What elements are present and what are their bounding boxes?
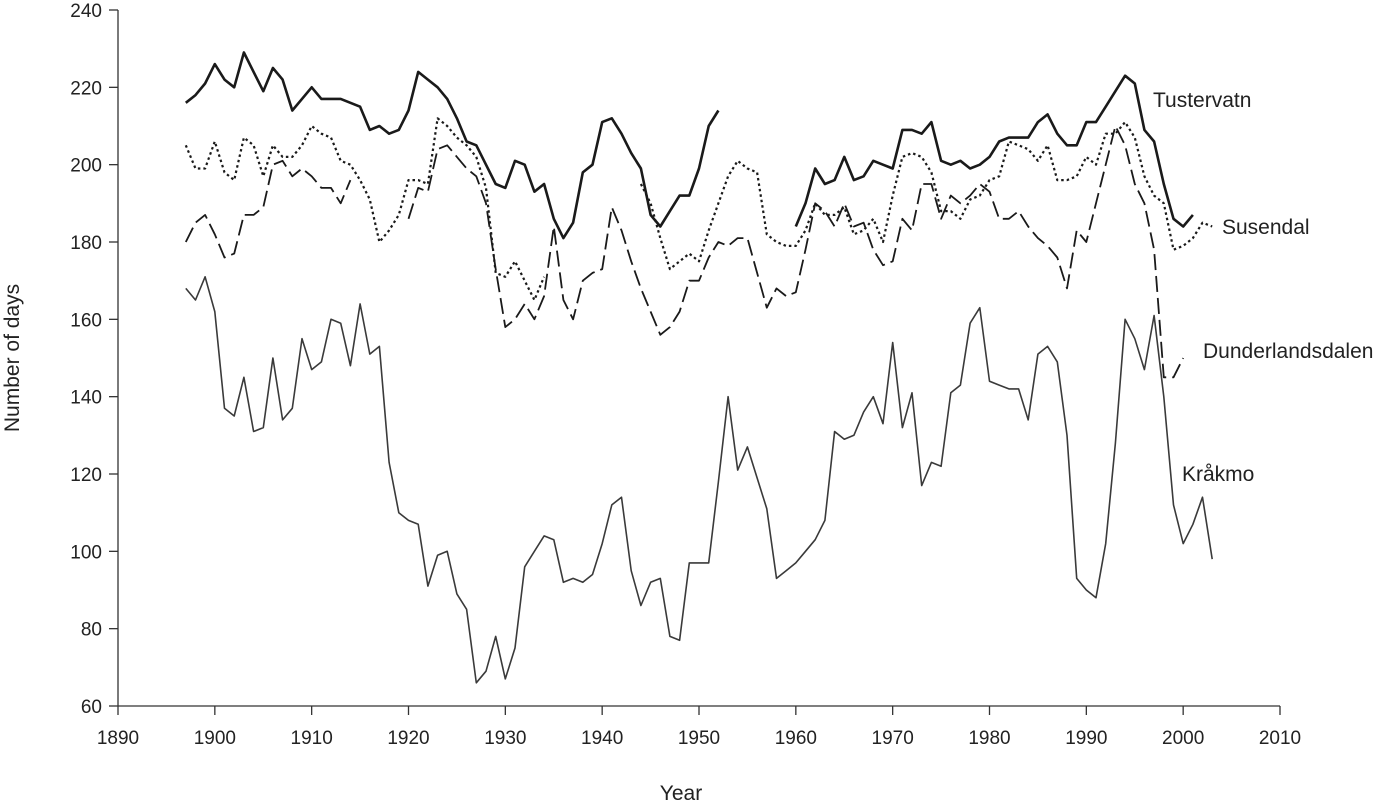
y-tick-label: 160 bbox=[70, 310, 102, 331]
series-line-segment bbox=[184, 51, 720, 240]
x-tick-label: 1920 bbox=[387, 728, 429, 749]
series-line-segment bbox=[794, 74, 1194, 228]
x-tick-label: 1890 bbox=[97, 728, 139, 749]
series-label-krkmo: Kråkmo bbox=[1182, 463, 1254, 486]
y-tick-label: 200 bbox=[70, 156, 102, 177]
y-tick-label: 180 bbox=[70, 233, 102, 254]
series-label-tustervatn: Tustervatn bbox=[1153, 89, 1251, 112]
x-axis-title: Year bbox=[660, 782, 702, 804]
y-tick-label: 100 bbox=[70, 542, 102, 563]
series-tustervatn bbox=[184, 51, 1194, 240]
series-line-segment bbox=[639, 121, 1213, 271]
series-line-segment bbox=[184, 117, 546, 302]
x-tick-label: 1960 bbox=[775, 728, 817, 749]
y-axis-title: Number of days bbox=[1, 284, 24, 432]
series-layer bbox=[184, 51, 1213, 684]
x-tick-label: 2010 bbox=[1259, 728, 1301, 749]
y-tick-label: 140 bbox=[70, 388, 102, 409]
x-tick-label: 1990 bbox=[1065, 728, 1107, 749]
series-line-segment bbox=[184, 159, 352, 259]
axes: 60 80 100 120 140 160 180 200 220 240 1890 1900 1910… bbox=[70, 1, 1301, 749]
x-tick-label: 2000 bbox=[1162, 728, 1204, 749]
series-line-segment bbox=[185, 276, 1213, 684]
series-labels: Tustervatn Susendal Dunderlandsdalen Kråkmo bbox=[1153, 89, 1373, 486]
x-tick-label: 1930 bbox=[484, 728, 526, 749]
x-tick-label: 1900 bbox=[194, 728, 236, 749]
series-susendal bbox=[184, 117, 1213, 302]
y-tick-label: 220 bbox=[70, 78, 102, 99]
series-krkmo bbox=[185, 276, 1213, 684]
x-tick-label: 1980 bbox=[968, 728, 1010, 749]
y-tick-label: 60 bbox=[81, 697, 102, 718]
x-tick-label: 1940 bbox=[581, 728, 623, 749]
x-tick-label: 1970 bbox=[872, 728, 914, 749]
series-line-segment bbox=[407, 125, 1185, 379]
series-label-dunderlandsdalen: Dunderlandsdalen bbox=[1203, 340, 1373, 363]
x-tick-label: 1950 bbox=[678, 728, 720, 749]
y-tick-label: 240 bbox=[70, 1, 102, 22]
x-tick-label: 1910 bbox=[291, 728, 333, 749]
y-tick-label: 120 bbox=[70, 465, 102, 486]
y-tick-label: 80 bbox=[81, 620, 102, 641]
series-label-susendal: Susendal bbox=[1222, 216, 1310, 239]
series-dunderlandsdalen bbox=[184, 125, 1185, 379]
